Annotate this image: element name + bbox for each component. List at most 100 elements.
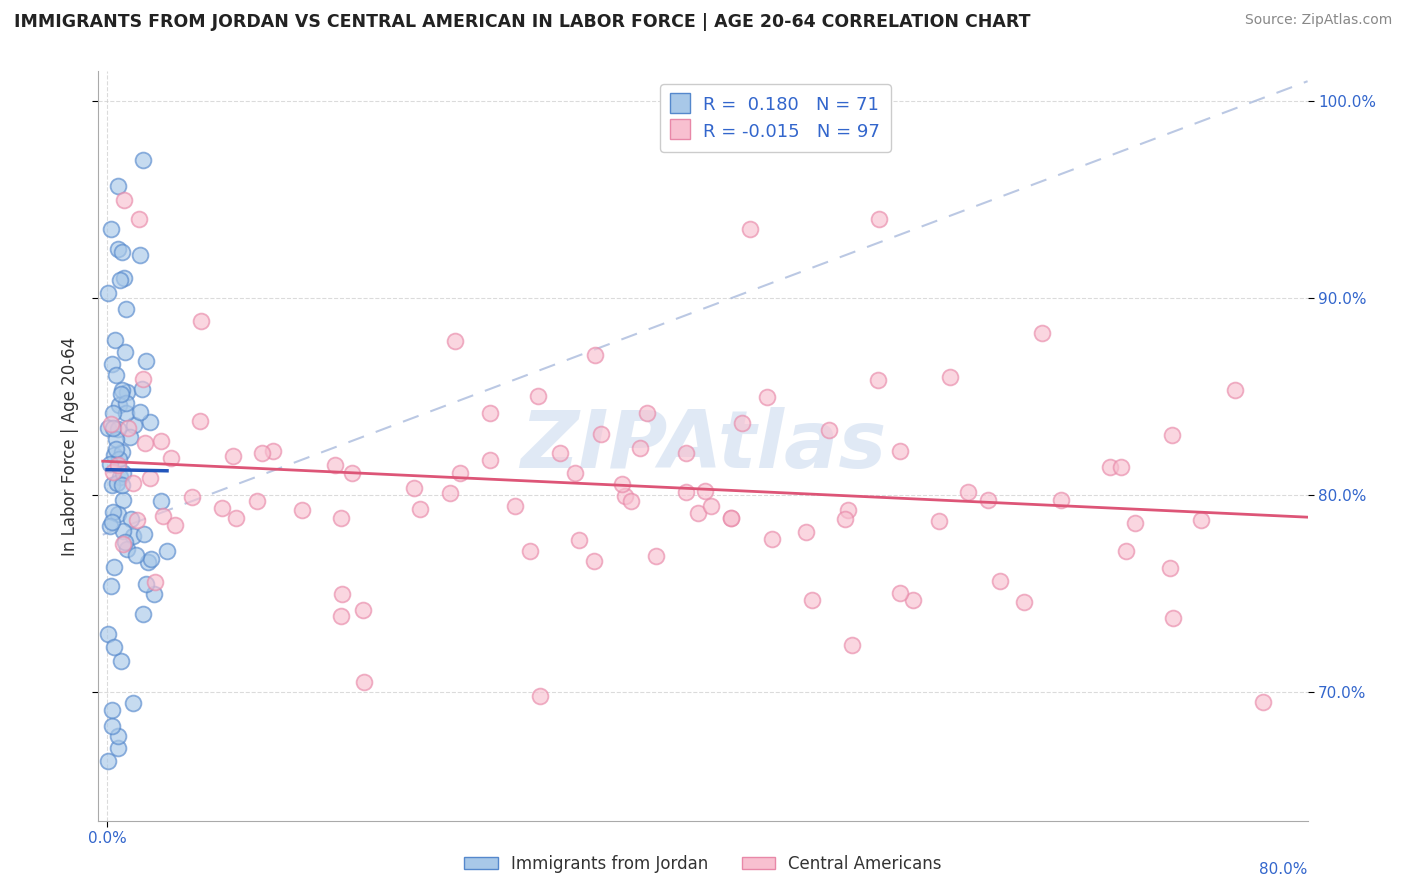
Point — [163, 518, 186, 533]
Point — [97, 420, 120, 434]
Point — [125, 513, 148, 527]
Point — [957, 484, 980, 499]
Point — [139, 471, 162, 485]
Point — [583, 554, 606, 568]
Text: ZIPAtlas: ZIPAtlas — [520, 407, 886, 485]
Point — [800, 592, 823, 607]
Point — [134, 527, 156, 541]
Point — [837, 502, 859, 516]
Point — [111, 244, 134, 259]
Point — [409, 502, 432, 516]
Point — [131, 382, 153, 396]
Point — [122, 418, 145, 433]
Point — [181, 490, 204, 504]
Point — [103, 640, 125, 654]
Point — [107, 242, 129, 256]
Point — [149, 493, 172, 508]
Point — [841, 639, 863, 653]
Point — [122, 697, 145, 711]
Point — [323, 458, 346, 472]
Point — [1098, 459, 1121, 474]
Point — [439, 485, 461, 500]
Point — [121, 476, 143, 491]
Point — [132, 371, 155, 385]
Point — [675, 446, 697, 460]
Point — [1050, 492, 1073, 507]
Point — [132, 153, 155, 167]
Point — [977, 493, 1000, 508]
Point — [519, 544, 541, 558]
Point — [115, 396, 138, 410]
Point — [1161, 610, 1184, 624]
Point — [731, 416, 754, 430]
Point — [834, 512, 856, 526]
Point — [720, 511, 742, 525]
Point — [143, 587, 166, 601]
Point — [104, 333, 127, 347]
Point — [479, 406, 502, 420]
Point — [221, 449, 243, 463]
Point — [141, 551, 163, 566]
Point — [225, 510, 247, 524]
Point — [101, 719, 124, 733]
Point — [1225, 383, 1247, 397]
Point — [889, 586, 911, 600]
Point — [111, 537, 134, 551]
Point — [98, 457, 121, 471]
Point — [564, 467, 586, 481]
Point — [901, 593, 924, 607]
Point — [889, 443, 911, 458]
Point — [114, 535, 136, 549]
Point — [1161, 427, 1184, 442]
Point — [628, 442, 651, 456]
Point — [110, 654, 132, 668]
Point — [567, 533, 589, 548]
Point — [755, 390, 778, 404]
Point — [190, 314, 212, 328]
Point — [101, 506, 124, 520]
Point — [115, 302, 138, 317]
Point — [101, 515, 124, 529]
Point — [868, 373, 890, 387]
Point — [152, 509, 174, 524]
Point — [645, 549, 668, 563]
Point — [120, 512, 142, 526]
Point — [252, 446, 274, 460]
Point — [330, 587, 353, 601]
Point — [107, 458, 129, 473]
Point — [693, 484, 716, 499]
Point — [761, 532, 783, 546]
Point — [107, 729, 129, 743]
Point — [100, 579, 122, 593]
Point — [105, 442, 128, 456]
Point — [1109, 459, 1132, 474]
Point — [112, 524, 135, 538]
Point — [108, 470, 131, 484]
Point — [139, 415, 162, 429]
Point — [583, 348, 606, 362]
Point — [100, 417, 122, 431]
Point — [97, 755, 120, 769]
Point — [818, 423, 841, 437]
Point — [111, 445, 134, 459]
Point — [988, 574, 1011, 589]
Point — [108, 272, 131, 286]
Point — [720, 511, 742, 525]
Point — [103, 449, 125, 463]
Point — [262, 444, 284, 458]
Point — [104, 368, 127, 383]
Point — [404, 481, 426, 495]
Point — [103, 559, 125, 574]
Point — [352, 603, 374, 617]
Point — [134, 435, 156, 450]
Text: 80.0%: 80.0% — [1260, 862, 1308, 877]
Point — [136, 555, 159, 569]
Point — [613, 489, 636, 503]
Point — [105, 432, 128, 446]
Point — [98, 518, 121, 533]
Point — [550, 446, 572, 460]
Point — [160, 451, 183, 466]
Point — [589, 427, 612, 442]
Point — [97, 626, 120, 640]
Point — [111, 493, 134, 508]
